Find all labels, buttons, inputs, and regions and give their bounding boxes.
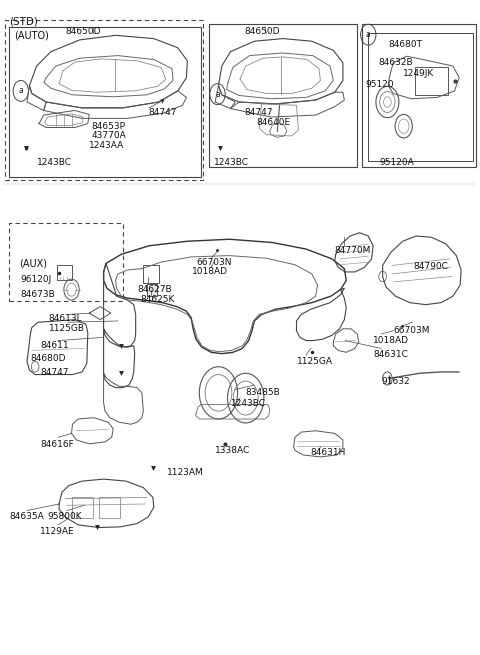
Text: 84770M: 84770M [335, 246, 371, 255]
Text: 84747: 84747 [148, 108, 177, 117]
Text: 43770A: 43770A [92, 132, 126, 140]
Text: 1243AA: 1243AA [89, 141, 124, 150]
Text: 95120A: 95120A [380, 158, 415, 166]
Text: 84790C: 84790C [413, 262, 448, 271]
Text: 84611: 84611 [40, 341, 69, 350]
Bar [9, 27, 201, 177]
Text: 96120J: 96120J [21, 275, 52, 284]
Text: 1243BC: 1243BC [36, 158, 72, 166]
Text: 91632: 91632 [381, 377, 410, 386]
Text: 1338AC: 1338AC [215, 447, 251, 455]
Text: a: a [215, 90, 220, 99]
Text: 1125GB: 1125GB [48, 324, 84, 333]
Text: a: a [18, 86, 23, 96]
Text: 66703M: 66703M [393, 326, 430, 335]
Text: 84650D: 84650D [245, 27, 280, 36]
Text: 84653P: 84653P [92, 122, 126, 130]
Text: 1243BC: 1243BC [231, 400, 266, 409]
Text: 84747: 84747 [245, 108, 273, 117]
Text: 84650D: 84650D [65, 27, 101, 36]
Bar [209, 24, 357, 168]
Bar [147, 284, 157, 296]
Text: 84631C: 84631C [373, 350, 408, 360]
Text: 83485B: 83485B [246, 388, 280, 397]
Text: 95800K: 95800K [48, 512, 82, 521]
Text: 84640E: 84640E [257, 119, 291, 127]
Text: 84673B: 84673B [21, 290, 56, 299]
Text: 1018AD: 1018AD [192, 267, 228, 276]
Text: 84680T: 84680T [388, 40, 422, 49]
Text: 1249JK: 1249JK [403, 69, 434, 78]
Text: 1125GA: 1125GA [297, 357, 333, 366]
Text: 84613L: 84613L [48, 314, 82, 324]
Text: (AUTO): (AUTO) [14, 30, 49, 40]
Text: 1123AM: 1123AM [167, 468, 204, 477]
Text: 84631H: 84631H [311, 449, 346, 457]
Text: 84625K: 84625K [141, 295, 175, 304]
Text: 66703N: 66703N [196, 258, 231, 267]
Bar [57, 265, 72, 280]
Bar [362, 24, 476, 168]
Bar [368, 33, 473, 161]
Text: 84627B: 84627B [137, 285, 172, 294]
Text: 84747: 84747 [40, 368, 69, 377]
Bar [144, 265, 158, 283]
Text: (AUX): (AUX) [19, 259, 47, 269]
Bar [4, 20, 203, 180]
Bar [72, 497, 93, 518]
Text: 84680D: 84680D [30, 354, 66, 363]
Text: a: a [366, 30, 371, 39]
Text: 84616F: 84616F [40, 440, 74, 449]
Text: 1243BC: 1243BC [214, 158, 249, 166]
Text: 84632B: 84632B [379, 58, 413, 67]
Text: 84635A: 84635A [9, 512, 44, 521]
Bar [9, 223, 123, 301]
Text: 1018AD: 1018AD [373, 336, 409, 345]
Bar [99, 497, 120, 518]
Text: 1129AE: 1129AE [40, 527, 74, 536]
Text: 95120: 95120 [365, 81, 394, 90]
Text: (STD): (STD) [9, 16, 38, 26]
